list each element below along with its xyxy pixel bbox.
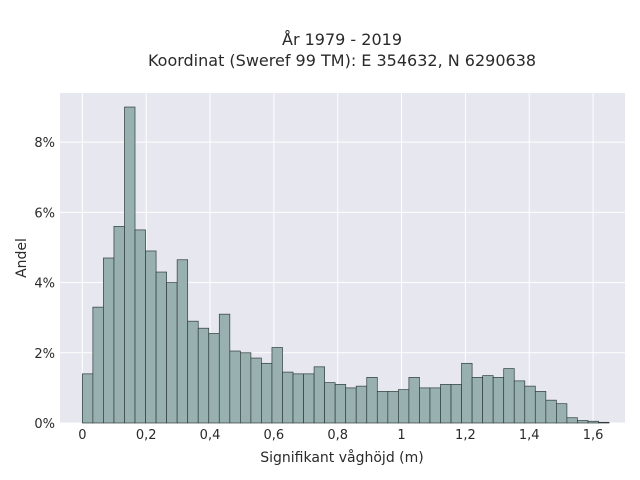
x-tick-label: 0,8 (327, 428, 348, 443)
chart-title-line-1: År 1979 - 2019 (282, 30, 402, 49)
histogram-bars (81, 106, 610, 424)
histogram-bar (92, 306, 104, 424)
x-tick-label: 0,2 (136, 428, 157, 443)
histogram-bar (113, 226, 125, 424)
histogram-bar (566, 417, 578, 424)
x-tick-label: 1,4 (519, 428, 540, 443)
histogram-bar (208, 333, 220, 424)
histogram-bar (587, 420, 599, 424)
histogram-bar (282, 371, 294, 424)
y-tick-label: 8% (34, 136, 55, 151)
histogram-bar (492, 377, 505, 424)
x-axis-ticks: 0 0,2 0,4 0,6 0,8 1 1,2 1,4 1,6 (78, 428, 603, 443)
histogram-bar (398, 389, 410, 424)
histogram-bar (176, 259, 189, 424)
y-tick-label: 4% (34, 277, 55, 292)
histogram-bar (556, 403, 568, 424)
x-tick-label: 0 (78, 428, 86, 443)
histogram-bar (577, 420, 589, 424)
x-tick-label: 1,6 (583, 428, 604, 443)
y-tick-label: 2% (34, 347, 55, 362)
histogram-bar (324, 382, 336, 424)
histogram-bar (598, 421, 610, 424)
histogram-bar (524, 385, 536, 424)
histogram-bar (303, 373, 315, 424)
y-tick-label: 6% (34, 206, 55, 221)
histogram-bar (197, 327, 210, 424)
histogram-bar (155, 271, 167, 424)
histogram-bar (408, 377, 420, 424)
histogram-bar (429, 387, 441, 424)
histogram-bar (482, 375, 494, 424)
histogram-bar (166, 282, 178, 424)
y-axis-ticks: 0% 2% 4% 6% 8% (34, 136, 55, 432)
histogram-bar (355, 385, 368, 424)
histogram-bar (366, 377, 378, 424)
histogram-bar (250, 357, 262, 424)
histogram-bar (419, 387, 431, 424)
histogram-bar (534, 391, 547, 424)
histogram-bar (261, 362, 273, 424)
histogram-bar (187, 320, 199, 424)
histogram-bar (313, 366, 325, 424)
histogram-bar (240, 352, 252, 424)
histogram-bar (134, 229, 146, 424)
x-axis-label: Signifikant våghöjd (m) (260, 449, 423, 466)
x-tick-label: 1 (397, 428, 405, 443)
histogram-bar (376, 391, 389, 424)
y-axis-label: Andel (14, 238, 30, 278)
histogram-bar (229, 350, 241, 424)
histogram-bar (450, 384, 462, 424)
y-tick-label: 0% (34, 417, 55, 432)
chart-title-line-2: Koordinat (Sweref 99 TM): E 354632, N 62… (148, 51, 536, 70)
x-tick-label: 0,6 (264, 428, 285, 443)
histogram-bar (334, 384, 347, 424)
histogram-bar (461, 362, 473, 424)
histogram-bar (545, 399, 557, 424)
histogram-bar (145, 250, 157, 424)
histogram-bar (218, 313, 231, 424)
x-tick-label: 0,4 (200, 428, 221, 443)
histogram-bar (81, 373, 94, 424)
histogram-bar (440, 384, 452, 424)
histogram-bar (292, 373, 304, 424)
histogram-bar (387, 391, 399, 424)
histogram-bar (503, 368, 515, 424)
histogram-bar (103, 257, 115, 424)
histogram-bar (513, 380, 526, 424)
histogram-bar (124, 106, 136, 424)
histogram-bar (345, 387, 357, 424)
histogram-bar (271, 347, 283, 424)
x-tick-label: 1,2 (455, 428, 476, 443)
histogram-bar (471, 377, 483, 424)
